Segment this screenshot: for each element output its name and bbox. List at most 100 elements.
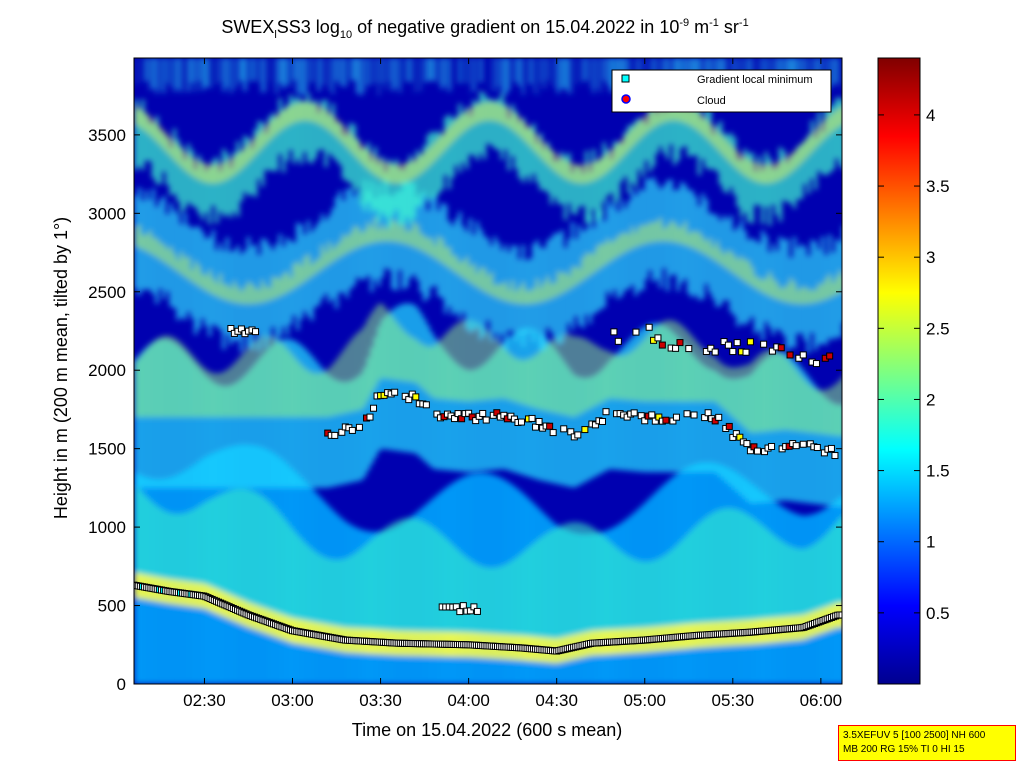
legend-label-gradient-minimum: Gradient local minimum bbox=[697, 74, 813, 86]
heatmap-cell bbox=[394, 222, 399, 243]
heatmap-cell bbox=[813, 289, 818, 303]
heatmap-cell bbox=[218, 170, 223, 212]
heatmap-cell bbox=[803, 372, 807, 503]
heatmap-cell bbox=[521, 551, 525, 641]
heatmap-cell bbox=[842, 602, 846, 627]
colorbar-tick-label: 2 bbox=[926, 390, 935, 409]
heatmap-cell bbox=[451, 254, 455, 271]
heatmap-cell bbox=[775, 350, 779, 431]
heatmap-cell bbox=[458, 321, 462, 401]
heatmap-cell bbox=[433, 344, 437, 399]
heatmap-cell bbox=[415, 150, 420, 207]
heatmap-cell bbox=[665, 320, 670, 402]
heatmap-cell bbox=[687, 233, 691, 247]
cloud-marker bbox=[546, 422, 554, 430]
heatmap-cell bbox=[412, 338, 416, 383]
heatmap-cell bbox=[144, 348, 149, 418]
heatmap-cell bbox=[398, 226, 402, 243]
heatmap-cell bbox=[528, 127, 533, 147]
heatmap-cell bbox=[355, 58, 360, 94]
gradient-minimum-marker bbox=[535, 417, 543, 425]
heatmap-cell bbox=[218, 494, 223, 596]
heatmap-cell bbox=[528, 290, 533, 305]
heatmap-cell bbox=[584, 58, 589, 81]
heatmap-cell bbox=[465, 257, 469, 281]
heatmap-cell bbox=[320, 555, 325, 629]
heatmap-cell bbox=[288, 105, 293, 125]
heatmap-cell bbox=[789, 157, 793, 204]
cloud-marker bbox=[786, 351, 794, 359]
heatmap-cell bbox=[204, 58, 208, 88]
heatmap-cell bbox=[345, 236, 349, 254]
heatmap-cell bbox=[503, 103, 508, 150]
heatmap-cell bbox=[799, 144, 804, 164]
heatmap-cell bbox=[472, 562, 476, 638]
heatmap-cell bbox=[303, 256, 307, 282]
heatmap-cell bbox=[218, 163, 223, 183]
heatmap-cell bbox=[292, 263, 297, 289]
heatmap-cell bbox=[447, 126, 452, 146]
x-axis-ticks: 02:30 03:00 03:30 04:00 04:30 05:00 05:30 06:00 bbox=[183, 58, 842, 710]
heatmap-cell bbox=[204, 275, 208, 292]
heatmap-cell bbox=[348, 555, 353, 633]
heatmap-cell bbox=[183, 58, 187, 81]
heatmap-cell bbox=[725, 508, 730, 626]
heatmap-cell bbox=[648, 561, 652, 632]
heatmap-cell bbox=[623, 553, 628, 634]
heatmap-cell bbox=[570, 58, 575, 94]
heatmap-cell bbox=[176, 58, 180, 90]
heatmap-cell bbox=[296, 102, 300, 122]
gradient-minimum-marker bbox=[733, 339, 741, 347]
marker-layer bbox=[134, 323, 842, 655]
heatmap-cell bbox=[204, 170, 208, 213]
heatmap-cell bbox=[267, 502, 272, 615]
heatmap-cell bbox=[440, 134, 444, 154]
heatmap-cell bbox=[134, 226, 138, 247]
cloud-marker bbox=[662, 416, 670, 424]
heatmap-cell bbox=[560, 273, 564, 294]
heatmap-cell bbox=[246, 144, 251, 163]
heatmap-cell bbox=[169, 336, 173, 418]
heatmap-cell bbox=[334, 118, 339, 138]
heatmap-cell bbox=[239, 488, 244, 605]
heatmap-cell bbox=[479, 91, 483, 154]
heatmap-cell bbox=[306, 370, 311, 418]
heatmap-cell bbox=[264, 58, 268, 92]
heatmap-cell bbox=[623, 232, 628, 253]
heatmap-cell bbox=[517, 122, 522, 178]
gradient-minimum-marker bbox=[746, 338, 754, 346]
heatmap-cell bbox=[528, 358, 533, 407]
heatmap-cell bbox=[134, 58, 138, 86]
x-tick-label: 06:00 bbox=[800, 691, 843, 710]
heatmap-cell bbox=[384, 307, 388, 379]
heatmap-cell bbox=[472, 106, 476, 125]
heatmap-cell bbox=[595, 530, 599, 636]
heatmap-cell bbox=[616, 142, 621, 200]
heatmap-cell bbox=[229, 366, 233, 418]
heatmap-cell bbox=[602, 155, 606, 175]
heatmap-cell bbox=[627, 340, 631, 471]
heatmap-cell bbox=[306, 58, 311, 90]
heatmap-cell bbox=[694, 110, 698, 130]
heatmap-cell bbox=[169, 58, 173, 87]
heatmap-cell bbox=[577, 376, 582, 486]
heatmap-cell bbox=[447, 114, 452, 190]
heatmap-cell bbox=[609, 352, 614, 399]
heatmap-cell bbox=[334, 58, 339, 82]
heatmap-cell bbox=[764, 277, 769, 295]
heatmap-cell bbox=[253, 287, 258, 304]
heatmap-cell bbox=[465, 319, 469, 402]
heatmap-cell bbox=[669, 100, 673, 145]
heatmap-cell bbox=[296, 534, 300, 624]
heatmap-cell bbox=[718, 134, 723, 153]
gradient-minimum-marker bbox=[459, 602, 467, 610]
heatmap-cell bbox=[824, 533, 828, 612]
heatmap-cell bbox=[433, 244, 437, 259]
heatmap-cell bbox=[436, 236, 441, 262]
heatmap-cell bbox=[658, 557, 663, 631]
heatmap-cell bbox=[574, 375, 578, 487]
heatmap-cell bbox=[627, 131, 631, 151]
heatmap-cell bbox=[264, 286, 268, 302]
heatmap-cell bbox=[169, 138, 173, 157]
heatmap-cell bbox=[510, 58, 515, 82]
